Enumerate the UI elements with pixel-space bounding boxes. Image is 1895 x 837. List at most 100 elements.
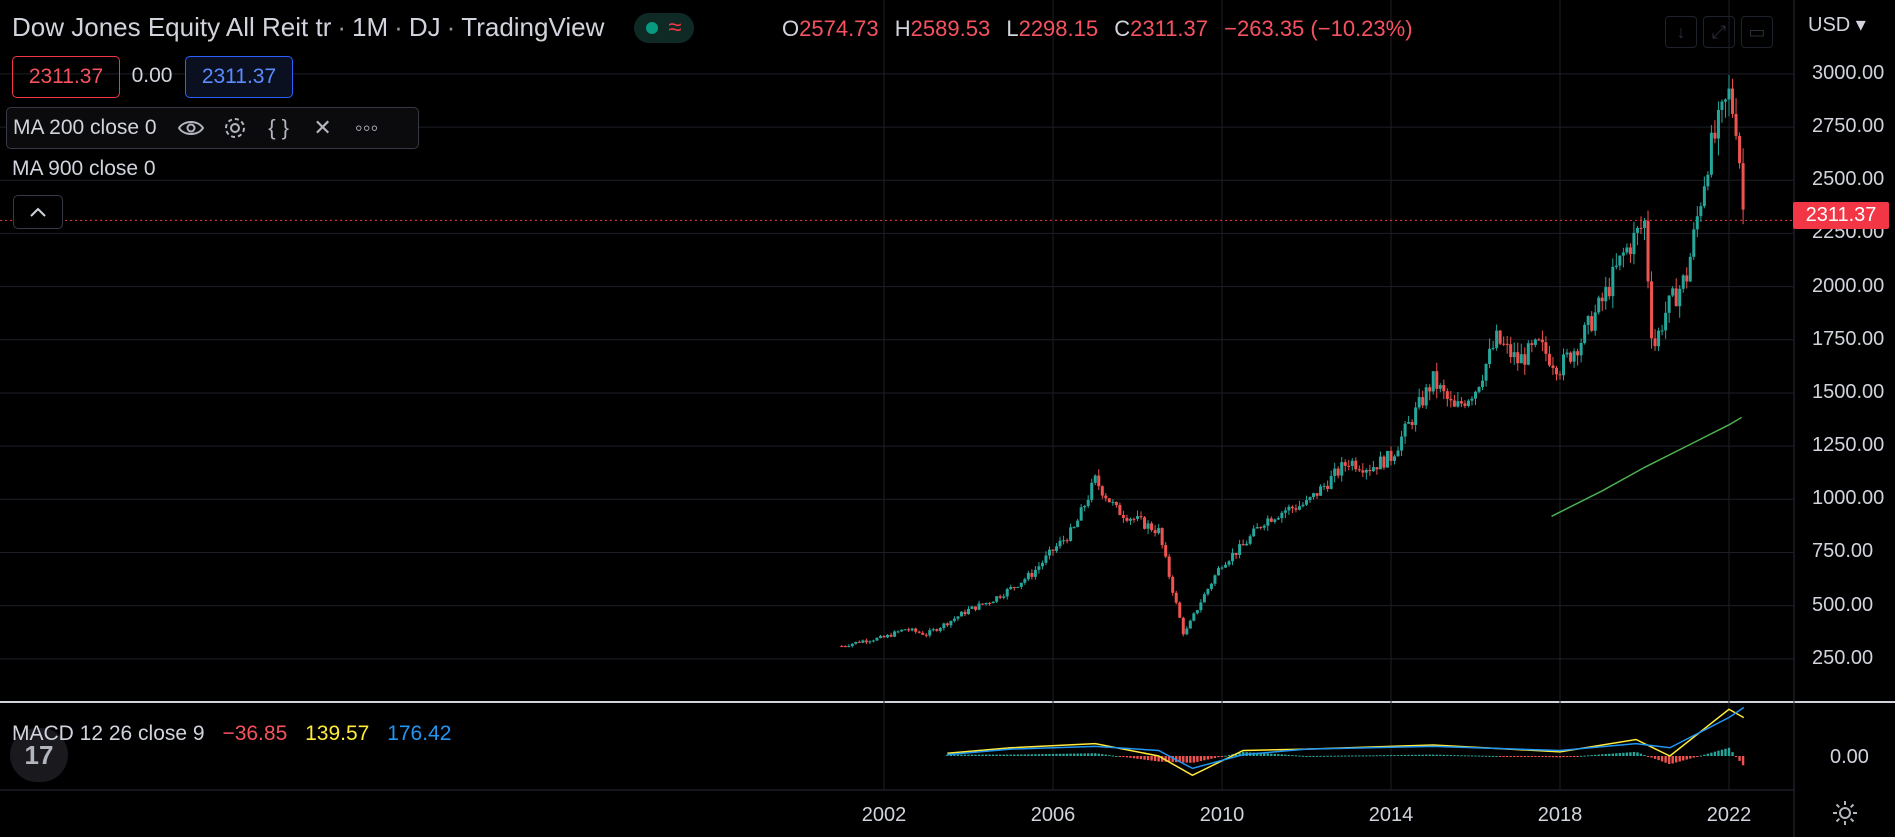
close-icon[interactable]: ✕ (313, 115, 332, 140)
braces-icon[interactable]: { } (268, 115, 289, 140)
macd-hist-bar (960, 754, 963, 756)
candle-body (1276, 518, 1280, 520)
candle-body (1643, 220, 1646, 228)
candle-body (1628, 247, 1632, 255)
macd-hist-bar (1534, 756, 1537, 757)
macd-hist-bar (1653, 756, 1657, 759)
tradingview-logo-icon[interactable]: 17 (10, 728, 68, 782)
macd-legend[interactable]: MACD 12 26 close 9 −36.85 139.57 176.42 (12, 722, 451, 746)
candle-body (1477, 386, 1481, 392)
currency-selector[interactable]: USD ▾ (1808, 14, 1866, 36)
macd-hist-bar (1710, 752, 1713, 756)
macd-hist-bar (1196, 756, 1199, 762)
symbol-name[interactable]: Dow Jones Equity All Reit tr (12, 12, 332, 42)
macd-hist-bar (1199, 756, 1203, 762)
candle-body (1572, 351, 1576, 362)
candle-body (1319, 486, 1323, 496)
candle-body (1505, 343, 1509, 345)
macd-hist-bar (1495, 756, 1498, 757)
macd-hist-bar (1520, 756, 1523, 757)
macd-hist-bar (1548, 756, 1551, 758)
screenshot-icon[interactable]: ▭ (1741, 16, 1773, 48)
candle-body (1738, 135, 1742, 164)
macd-hist-bar (1541, 756, 1544, 757)
candle-body (1340, 462, 1344, 476)
candle-body (956, 616, 960, 619)
candle-body (1195, 610, 1199, 614)
ma200-indicator-bar[interactable]: MA 200 close 0 { } ✕ ◦◦◦ (6, 107, 419, 149)
ma900-label[interactable]: MA 900 close 0 (12, 157, 156, 180)
macd-hist-bar (1410, 754, 1414, 756)
candle-body (1650, 281, 1654, 339)
candle-body (1445, 391, 1449, 399)
price-tick-label: 1000.00 (1812, 487, 1885, 510)
candle-body (1558, 374, 1562, 376)
candle-body (1357, 469, 1361, 471)
ma200-label: MA 200 close 0 (13, 116, 157, 139)
macd-hist-bar (1277, 754, 1280, 756)
macd-hist-bar (1319, 755, 1322, 757)
macd-axis-label: 0.00 (1830, 746, 1869, 768)
macd-hist-bar (1361, 755, 1365, 757)
candle-body (1206, 588, 1210, 595)
interval-label[interactable]: 1M (352, 12, 389, 42)
buy-button[interactable]: 2311.37 (185, 56, 293, 98)
candle-body (1421, 397, 1425, 406)
candle-body (952, 618, 956, 621)
candle-body (1273, 519, 1277, 522)
signal-line (947, 706, 1745, 770)
macd-hist-bar (1678, 756, 1681, 762)
candle-body (1220, 567, 1224, 569)
candle-body (1171, 576, 1175, 593)
more-icon[interactable]: ◦◦◦ (354, 115, 379, 140)
macd-hist-bar (1629, 752, 1632, 756)
macd-name: MACD 12 26 close 9 (12, 722, 205, 745)
macd-line (947, 708, 1745, 777)
gear-icon[interactable] (213, 108, 257, 148)
spread-value: 0.00 (131, 64, 173, 87)
chart-toolbar-icons: ↓ ⤢ ▭ (1665, 16, 1779, 48)
candle-body (878, 635, 882, 638)
macd-hist-bar (1586, 755, 1590, 757)
macd-hist-bar (1594, 754, 1597, 756)
chevron-up-icon (30, 207, 46, 217)
macd-hist-bar (1287, 754, 1291, 756)
macd-hist-bar (1502, 756, 1505, 757)
macd-hist-bar (949, 754, 953, 756)
candle-body (1632, 232, 1636, 255)
collapse-indicators-button[interactable] (13, 195, 63, 229)
candle-body (1459, 401, 1463, 404)
settings-icon[interactable] (1832, 800, 1858, 831)
candle-body (1350, 460, 1354, 466)
macd-hist-bar (1664, 756, 1667, 763)
candle-body (1209, 583, 1213, 589)
candle-body (910, 628, 914, 631)
fullscreen-icon[interactable]: ⤢ (1703, 16, 1735, 48)
macd-hist-bar (1101, 754, 1104, 756)
macd-hist-bar (1301, 755, 1305, 757)
arrow-down-icon[interactable]: ↓ (1665, 16, 1697, 48)
candle-body (1674, 288, 1678, 307)
ohlc-open: 2574.73 (799, 16, 879, 41)
macd-hist-bar (1326, 755, 1329, 757)
eye-icon[interactable] (169, 108, 213, 148)
candle-body (1385, 450, 1389, 468)
candle-body (1005, 589, 1009, 597)
candle-body (1030, 572, 1034, 577)
macd-hist-bar (1115, 756, 1118, 757)
macd-hist-bar (1572, 756, 1576, 757)
candle-body (1023, 579, 1027, 583)
candle-body (1403, 423, 1407, 437)
macd-hist-bar (1340, 755, 1343, 757)
macd-hist-bar (1425, 754, 1428, 756)
market-status-pill[interactable]: ≈ (634, 12, 694, 43)
sell-button[interactable]: 2311.37 (12, 56, 120, 98)
macd-hist-bar (1379, 755, 1382, 757)
macd-hist-bar (1601, 754, 1604, 756)
macd-hist-bar (1590, 755, 1593, 757)
macd-hist-bar (1604, 754, 1607, 756)
candle-body (1702, 186, 1706, 207)
candle-body (1051, 549, 1055, 551)
candle-body (1167, 556, 1171, 577)
